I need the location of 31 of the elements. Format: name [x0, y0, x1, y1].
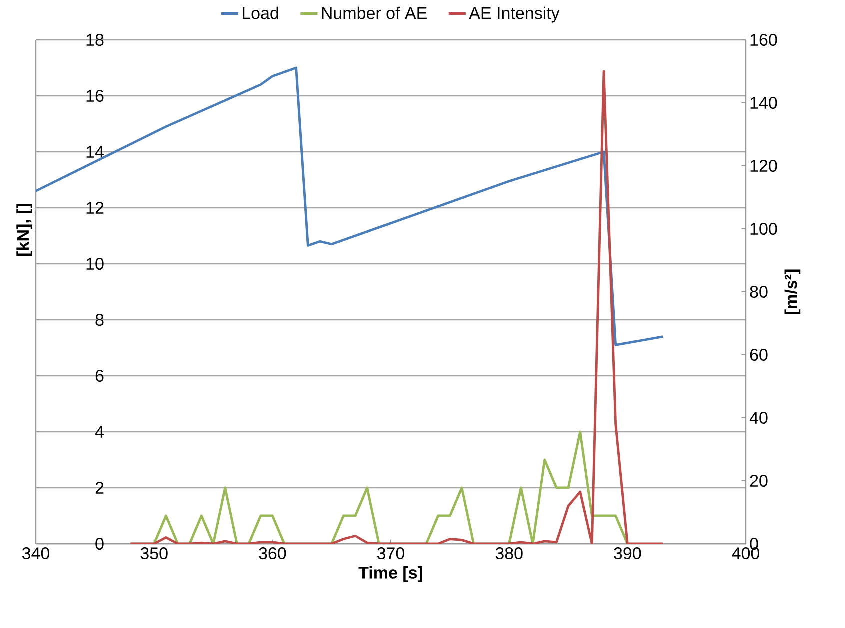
x-axis-title: Time [s]	[358, 566, 422, 582]
y-tick-label: 4	[95, 426, 104, 438]
legend-label: Number of AE	[322, 6, 427, 20]
y-tick-label: 14	[86, 146, 104, 158]
y2-tick-label: 100	[750, 222, 778, 236]
legend-label: AE Intensity	[469, 6, 560, 23]
x-tick-label: 340	[22, 548, 50, 560]
y2-tick-label: 40	[750, 412, 768, 424]
y-axis-title: [kN], []	[16, 204, 32, 256]
y2-tick-label: 60	[750, 348, 768, 362]
y-tick-label: 10	[86, 258, 104, 270]
y-tick-label: 18	[86, 34, 104, 46]
y2-tick-label: 80	[750, 286, 768, 298]
y-tick-label: 16	[86, 90, 104, 102]
y-tick-label: 2	[96, 482, 104, 494]
x-tick-label: 370	[377, 548, 405, 560]
x-tick-label: 350	[140, 548, 168, 560]
y2-tick-label: 140	[750, 96, 778, 110]
y2-tick-label: 120	[750, 160, 778, 172]
y2-tick-label: 20	[750, 474, 768, 488]
y-tick-label: 0	[96, 538, 104, 550]
x-tick-label: 360	[259, 548, 286, 560]
x-tick-label: 380	[496, 548, 523, 560]
y2-axis-title: [m/s²]	[784, 270, 801, 314]
y-tick-label: 12	[86, 202, 104, 214]
y-tick-label: 8	[96, 314, 104, 326]
x-tick-label: 390	[614, 548, 642, 560]
x-tick-label: 400	[732, 548, 760, 560]
y2-tick-label: 160	[750, 34, 778, 46]
y-tick-label: 6	[96, 370, 104, 382]
legend-label: Load	[243, 6, 278, 20]
